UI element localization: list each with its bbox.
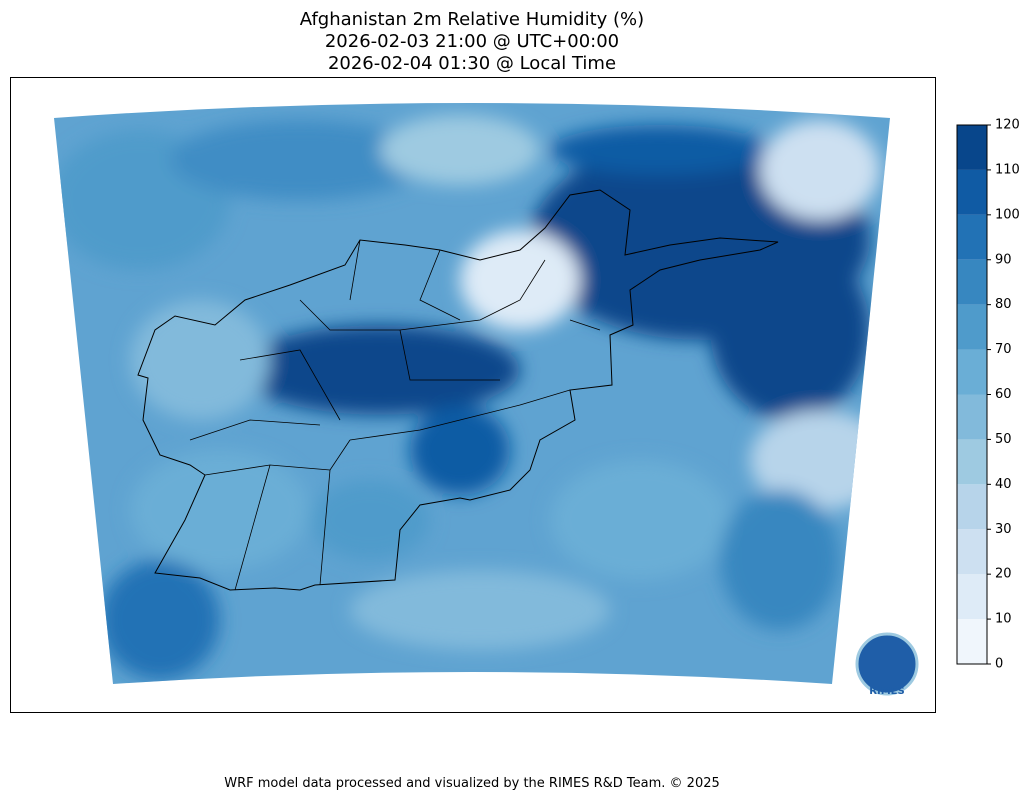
colorbar-tick-label: 100	[995, 207, 1020, 222]
colorbar-tick-label: 10	[995, 612, 1012, 627]
logo-text: RIMES	[869, 686, 904, 697]
colorbar-tick-label: 50	[995, 432, 1012, 447]
province-borders	[189, 239, 601, 591]
footer: WRF model data processed and visualized …	[224, 776, 720, 791]
colorbar-tick-label: 0	[995, 657, 1003, 672]
colorbar-tick-label: 120	[995, 118, 1020, 133]
colorbar-band	[957, 529, 987, 575]
colorbar-tick-label: 90	[995, 252, 1012, 267]
title-line: Afghanistan 2m Relative Humidity (%)	[300, 9, 644, 30]
colorbar-band	[957, 349, 987, 395]
colorbar: 0 10 20 30 40 50 60 70 80 90 100 110 120	[956, 118, 1020, 672]
logo: RIMES	[855, 632, 919, 697]
colorbar-tick-label: 60	[995, 387, 1012, 402]
colorbar-tick-label: 110	[995, 162, 1020, 177]
colorbar-band	[957, 125, 987, 170]
colorbar-band	[957, 574, 987, 620]
colorbar-band	[957, 169, 987, 215]
colorbar-band	[957, 214, 987, 260]
colorbar-tick-label: 40	[995, 477, 1012, 492]
colorbar-band	[957, 439, 987, 485]
country-border	[137, 189, 779, 591]
colorbar-band	[957, 484, 987, 530]
colorbar-tick-label: 20	[995, 567, 1012, 582]
map-frame	[10, 77, 936, 713]
colorbar-tick-label: 80	[995, 297, 1012, 312]
title-line: 2026-02-04 01:30 @ Local Time	[328, 53, 616, 74]
humidity-field	[54, 103, 890, 684]
logo-emblem	[855, 632, 919, 696]
colorbar-tick-label: 70	[995, 342, 1012, 357]
colorbar-tick-label: 30	[995, 522, 1012, 537]
colorbar-band	[957, 304, 987, 350]
title-line: 2026-02-03 21:00 @ UTC+00:00	[325, 31, 619, 52]
colorbar-band	[957, 259, 987, 305]
colorbar-band	[957, 619, 987, 664]
colorbar-band	[957, 394, 987, 440]
